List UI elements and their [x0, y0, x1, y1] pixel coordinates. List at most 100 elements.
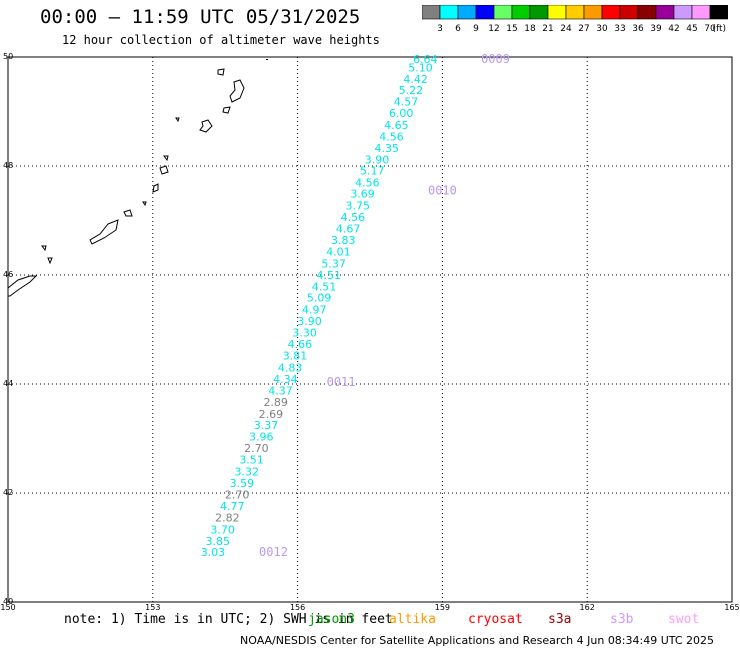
colorbar-label: 36: [632, 24, 644, 34]
colorbar-label: 21: [542, 24, 553, 34]
swh-data-label: 4.56: [379, 130, 404, 143]
colorbar-label: 18: [524, 24, 536, 34]
swh-data-label: 3.96: [249, 431, 274, 444]
coastline: [159, 165, 169, 175]
swh-data-label: 4.56: [355, 177, 380, 190]
swh-data-label: 3.51: [239, 454, 264, 467]
satellite-legend-cryosat: cryosat: [468, 612, 523, 627]
swh-data-label: 4.51: [312, 280, 337, 293]
swh-data-label: 3.32: [234, 466, 259, 479]
x-tick-label: 162: [580, 603, 595, 612]
colorbar-label: 6: [455, 24, 461, 34]
colorbar-swatch: [709, 5, 728, 20]
swh-data-label: 5.37: [321, 257, 346, 270]
swh-data-label: 2.82: [215, 511, 240, 524]
swh-data-label: 4.66: [288, 338, 313, 351]
coastline: [152, 183, 159, 193]
swh-data-label: 4.37: [268, 384, 293, 397]
colorbar-label: 3: [437, 24, 443, 34]
swh-data-label: 3.90: [365, 153, 390, 166]
satellite-legend-s3b: s3b: [610, 612, 634, 627]
satellite-legend-s3a: s3a: [548, 612, 572, 627]
coastline: [229, 79, 245, 103]
coastline: [47, 257, 53, 265]
swh-data-label: 3.69: [350, 188, 375, 201]
time-annotation: 0012: [259, 545, 288, 559]
swh-data-label: 3.37: [254, 419, 279, 432]
x-tick-label: 165: [724, 603, 739, 612]
colorbar-label: 15: [506, 24, 517, 34]
coastline: [163, 155, 169, 162]
colorbar-label: 70: [704, 24, 716, 34]
chart-subtitle: 12 hour collection of altimeter wave hei…: [62, 33, 380, 47]
time-annotation: 0011: [327, 375, 356, 389]
swh-data-label: 4.51: [317, 269, 342, 282]
coastline: [199, 119, 213, 133]
coastline: [222, 106, 231, 114]
swh-data-label: 3.70: [210, 523, 235, 536]
swh-data-label: 4.35: [374, 142, 399, 155]
swh-data-label: 5.17: [360, 165, 385, 178]
swh-data-label: 3.81: [283, 349, 308, 362]
chart-title: 00:00 – 11:59 UTC 05/31/2025: [40, 6, 361, 28]
y-tick-label: 48: [3, 161, 13, 170]
colorbar-label: 27: [578, 24, 589, 34]
y-tick-label: 50: [3, 52, 13, 61]
swh-data-label: 4.67: [336, 222, 361, 235]
swh-data-label: 6.64: [413, 53, 438, 66]
coastline: [89, 219, 119, 245]
swh-data-label: 2.69: [259, 408, 284, 421]
swh-data-label: 3.85: [206, 535, 231, 548]
satellite-legend-jason3: jason3: [308, 612, 355, 627]
x-tick-label: 159: [435, 603, 450, 612]
swh-data-label: 4.01: [326, 245, 351, 258]
coastline: [175, 117, 180, 123]
swh-data-label: 4.97: [302, 304, 327, 317]
swh-data-label: 2.70: [225, 488, 250, 501]
coastline: [217, 68, 225, 76]
x-tick-label: 150: [0, 603, 15, 612]
swh-data-label: 3.03: [201, 546, 226, 559]
coastline: [123, 209, 133, 217]
colorbar-label: 33: [614, 24, 625, 34]
footer-credit: NOAA/NESDIS Center for Satellite Applica…: [240, 634, 715, 647]
swh-data-label: 2.89: [263, 396, 288, 409]
colorbar-label: 45: [686, 24, 697, 34]
coastline: [266, 59, 268, 60]
y-tick-label: 44: [3, 379, 13, 388]
plot-frame: [7, 56, 733, 603]
colorbar-label: 42: [668, 24, 679, 34]
swh-data-label: 4.56: [341, 211, 366, 224]
coastline: [7, 275, 38, 297]
x-tick-label: 153: [145, 603, 160, 612]
swh-data-label: 4.34: [273, 373, 298, 386]
colorbar-label: 12: [488, 24, 499, 34]
y-tick-label: 46: [3, 270, 13, 279]
swh-data-label: 4.65: [384, 119, 409, 132]
time-annotation: 0009: [481, 52, 510, 66]
swh-data-label: 4.83: [278, 361, 303, 374]
satellite-legend-swot: swot: [668, 612, 700, 627]
colorbar-label: 9: [473, 24, 479, 34]
time-annotation: 0010: [428, 183, 457, 197]
swh-data-label: 6.00: [389, 107, 414, 120]
satellite-legend-altika: altika: [389, 612, 436, 627]
swh-data-label: 5.22: [399, 84, 424, 97]
swh-data-label: 3.30: [292, 327, 317, 340]
coastline: [142, 201, 147, 207]
colorbar-legend: 3 6 9 12 15 18 21 24 27 30 33 36 39 42 45 70(ft): [422, 5, 728, 34]
coastline: [41, 245, 47, 252]
swh-data-label: 5.09: [307, 292, 332, 305]
colorbar-label: 24: [560, 24, 572, 34]
swh-data-label: 5.10: [408, 62, 433, 75]
y-tick-label: 40: [3, 597, 13, 606]
swh-data-label: 3.83: [331, 234, 356, 247]
swh-data-label: 4.57: [394, 96, 419, 109]
swh-data-label: 2.70: [244, 442, 269, 455]
colorbar-label: 39: [650, 24, 662, 34]
swh-data-label: 3.59: [230, 477, 255, 490]
x-tick-label: 156: [290, 603, 305, 612]
y-tick-label: 42: [3, 488, 13, 497]
swh-data-label: 4.42: [403, 73, 428, 86]
